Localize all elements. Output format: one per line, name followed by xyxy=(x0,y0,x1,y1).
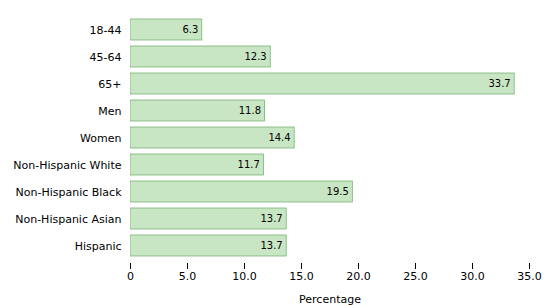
svg-text:0: 0 xyxy=(127,270,134,283)
svg-text:11.8: 11.8 xyxy=(239,105,261,116)
svg-text:Non-Hispanic Black: Non-Hispanic Black xyxy=(15,186,122,199)
svg-text:5.0: 5.0 xyxy=(179,270,197,283)
svg-text:45-64: 45-64 xyxy=(90,51,122,64)
svg-text:65+: 65+ xyxy=(98,78,121,91)
svg-text:13.7: 13.7 xyxy=(260,213,282,224)
svg-text:Hispanic: Hispanic xyxy=(75,240,122,253)
svg-text:35.0: 35.0 xyxy=(517,270,542,283)
svg-text:20.0: 20.0 xyxy=(346,270,371,283)
svg-text:19.5: 19.5 xyxy=(327,186,349,197)
svg-text:Percentage: Percentage xyxy=(299,293,361,305)
svg-text:12.3: 12.3 xyxy=(244,51,266,62)
svg-text:18-44: 18-44 xyxy=(90,24,122,37)
svg-text:11.7: 11.7 xyxy=(238,159,260,170)
svg-text:14.4: 14.4 xyxy=(268,132,290,143)
svg-text:15.0: 15.0 xyxy=(289,270,314,283)
svg-text:13.7: 13.7 xyxy=(260,240,282,251)
svg-text:Non-Hispanic Asian: Non-Hispanic Asian xyxy=(15,213,121,226)
svg-text:25.0: 25.0 xyxy=(403,270,428,283)
svg-text:10.0: 10.0 xyxy=(232,270,257,283)
svg-text:33.7: 33.7 xyxy=(488,78,510,89)
svg-text:Non-Hispanic White: Non-Hispanic White xyxy=(13,159,121,172)
svg-text:Men: Men xyxy=(98,105,121,118)
svg-text:6.3: 6.3 xyxy=(182,24,198,35)
svg-text:Women: Women xyxy=(80,132,121,145)
svg-text:30.0: 30.0 xyxy=(460,270,485,283)
